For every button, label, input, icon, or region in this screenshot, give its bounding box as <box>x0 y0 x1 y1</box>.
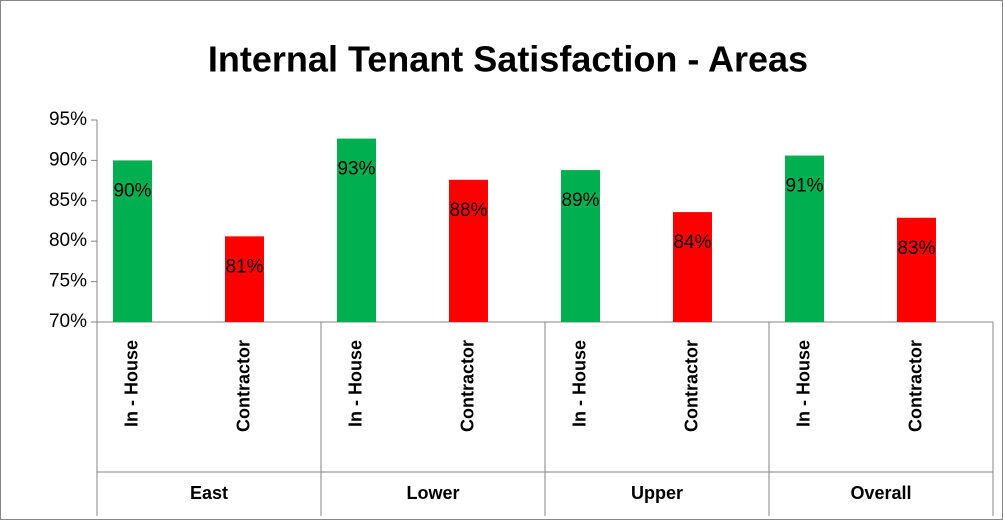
y-tick-label: 95% <box>49 109 87 130</box>
chart-title: Internal Tenant Satisfaction - Areas <box>208 39 808 80</box>
x-tick-label: Contractor <box>457 340 477 432</box>
x-tick-label: Contractor <box>905 340 925 432</box>
group-label: Overall <box>850 483 911 503</box>
data-label: 93% <box>337 159 375 180</box>
x-tick-label: Contractor <box>681 340 701 432</box>
data-label: 84% <box>673 232 711 253</box>
bar <box>897 217 936 322</box>
group-label: Lower <box>406 483 459 503</box>
bar <box>113 160 152 322</box>
bar <box>673 212 712 322</box>
bar <box>561 170 600 322</box>
group-label: East <box>190 483 228 503</box>
group-label: Upper <box>631 483 683 503</box>
y-tick-label: 75% <box>49 271 87 292</box>
bar <box>337 138 376 322</box>
x-tick-label: In - House <box>345 340 365 427</box>
x-tick-label: In - House <box>121 340 141 427</box>
y-tick-label: 70% <box>49 311 87 332</box>
x-tick-label: In - House <box>569 340 589 427</box>
y-tick-label: 90% <box>49 149 87 170</box>
data-label: 81% <box>225 256 263 277</box>
y-tick-label: 80% <box>49 230 87 251</box>
x-tick-label: Contractor <box>233 340 253 432</box>
data-label: 88% <box>449 200 487 221</box>
data-label: 89% <box>561 190 599 211</box>
bar <box>449 179 488 322</box>
data-label: 90% <box>113 180 151 201</box>
bar <box>785 155 824 322</box>
data-label: 83% <box>897 238 935 259</box>
x-tick-label: In - House <box>793 340 813 427</box>
bar <box>225 236 264 322</box>
y-tick-label: 85% <box>49 190 87 211</box>
data-label: 91% <box>785 176 823 197</box>
